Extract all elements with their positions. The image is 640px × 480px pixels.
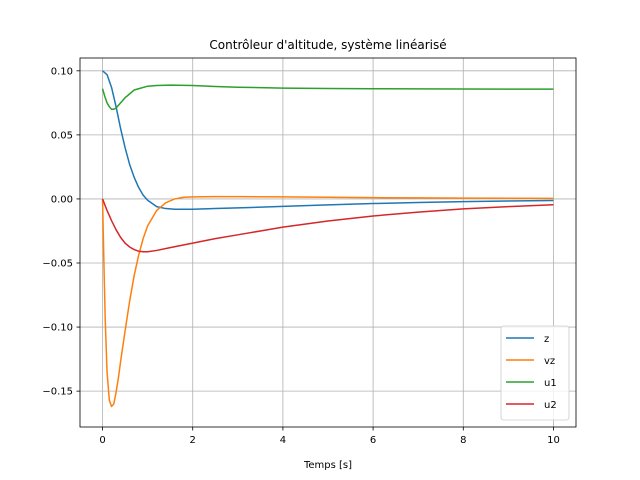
x-tick-label: 2 — [190, 435, 196, 446]
y-tick-label: −0.05 — [42, 259, 73, 270]
legend-label-u2: u2 — [544, 400, 557, 411]
x-tick-label: 10 — [547, 435, 560, 446]
legend-box — [500, 325, 570, 421]
y-tick-label: −0.15 — [42, 387, 73, 398]
legend-label-u1: u1 — [544, 378, 557, 389]
series-line-vz — [101, 195, 554, 408]
x-tick-label: 4 — [280, 435, 286, 446]
y-tick-label: −0.10 — [42, 323, 73, 334]
series-line-z — [102, 70, 554, 210]
series-line-u2 — [101, 198, 554, 253]
series-line-u1 — [101, 84, 554, 110]
plot-frame — [79, 57, 577, 428]
legend-label-z: z — [544, 334, 549, 345]
y-tick-label: 0.05 — [51, 130, 73, 141]
ticks: 0 2 4 6 8 10 0.10 0.05 0.00 −0.05 −0.10 −0.15 — [42, 66, 559, 446]
x-tick-label: 0 — [99, 435, 105, 446]
x-tick-label: 8 — [460, 435, 466, 446]
chart-title: Contrôleur d'altitude, système linéarisé — [209, 38, 446, 52]
y-tick-label: 0.00 — [51, 194, 73, 205]
x-tick-label: 6 — [370, 435, 376, 446]
x-axis-label: Temps [s] — [303, 460, 352, 471]
legend-label-vz: vz — [544, 356, 555, 367]
y-tick-label: 0.10 — [51, 66, 73, 77]
series-lines — [101, 70, 554, 408]
legend: z vz u1 u2 — [500, 325, 570, 421]
